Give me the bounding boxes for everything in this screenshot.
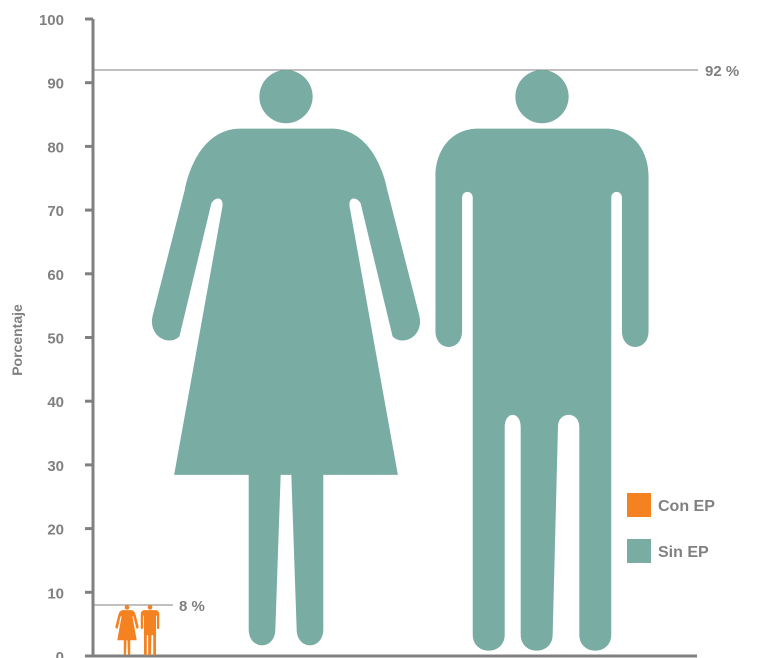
legend-swatch [627,539,651,563]
value-label-sin-ep: 92 % [705,63,739,80]
value-label-con-ep: 8 % [179,598,205,615]
y-tick-label: 50 [47,331,64,348]
y-tick-label: 0 [56,649,64,658]
legend-swatch [627,493,651,517]
woman-figure-con-ep [115,605,139,656]
legend-label: Sin EP [658,544,709,561]
legend-label: Con EP [658,498,715,515]
y-tick-label: 80 [47,139,64,156]
y-tick-label: 40 [47,394,64,411]
y-tick-label: 70 [47,203,64,220]
y-tick-label: 30 [47,458,64,475]
y-tick-label: 100 [39,12,64,29]
man-figure-sin-ep [435,69,649,651]
y-tick-label: 20 [47,522,64,539]
y-tick-label: 90 [47,76,64,93]
y-axis-title: Porcentaje [9,304,25,376]
y-tick-label: 60 [47,267,64,284]
woman-figure-sin-ep [151,69,421,646]
man-figure-con-ep [140,605,160,656]
y-tick-label: 10 [47,585,64,602]
